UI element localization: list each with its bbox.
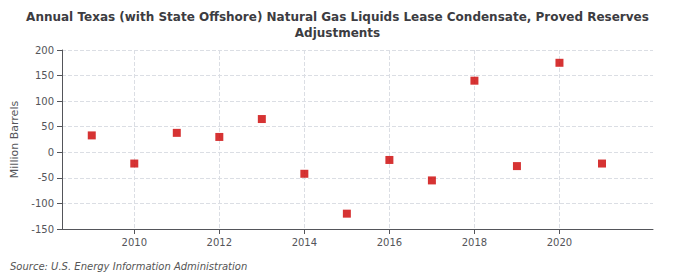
svg-text:-100: -100 (31, 198, 54, 209)
svg-text:2020: 2020 (547, 237, 572, 248)
svg-text:-50: -50 (38, 172, 54, 183)
svg-text:2014: 2014 (292, 237, 317, 248)
svg-text:200: 200 (35, 45, 54, 56)
svg-text:2016: 2016 (377, 237, 402, 248)
svg-text:Source: U.S. Energy Informatio: Source: U.S. Energy Information Administ… (10, 261, 247, 272)
svg-text:Million Barrels: Million Barrels (8, 101, 21, 179)
svg-text:2018: 2018 (462, 237, 487, 248)
svg-text:100: 100 (35, 96, 54, 107)
svg-text:Annual Texas (with State Offsh: Annual Texas (with State Offshore) Natur… (26, 10, 649, 24)
svg-text:Adjustments: Adjustments (295, 26, 380, 40)
svg-text:50: 50 (41, 121, 54, 132)
svg-text:0: 0 (48, 147, 54, 158)
svg-text:150: 150 (35, 70, 54, 81)
svg-text:2012: 2012 (207, 237, 232, 248)
svg-text:-150: -150 (31, 224, 54, 235)
svg-text:2010: 2010 (122, 237, 147, 248)
